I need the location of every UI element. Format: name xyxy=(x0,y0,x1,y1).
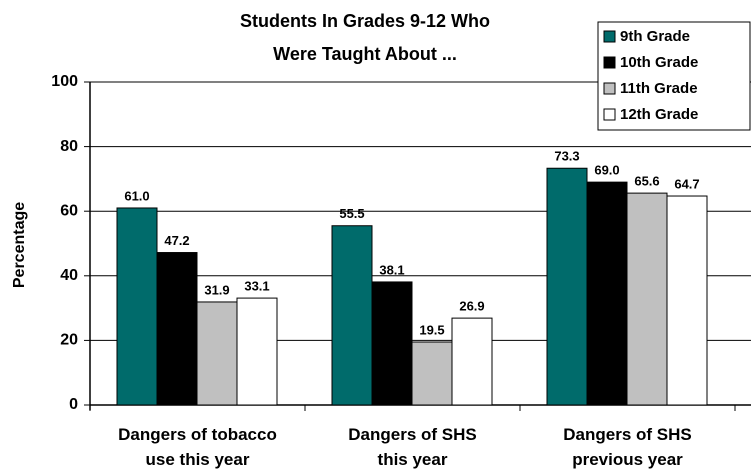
value-label: 73.3 xyxy=(554,149,579,164)
y-axis-label: Percentage xyxy=(11,202,28,288)
value-label: 26.9 xyxy=(459,299,484,314)
bar xyxy=(586,181,628,406)
value-label: 61.0 xyxy=(124,188,149,203)
x-tick-label: Dangers of SHS this year xyxy=(348,425,476,469)
y-tick-label: 40 xyxy=(60,267,78,284)
bar xyxy=(666,195,708,406)
bar xyxy=(371,281,413,406)
x-tick-label: Dangers of tobacco use this year xyxy=(118,425,277,469)
bar xyxy=(451,317,493,406)
legend-swatch xyxy=(603,56,616,69)
value-label: 65.6 xyxy=(634,174,659,189)
value-label: 33.1 xyxy=(244,279,269,294)
bar xyxy=(411,341,453,406)
bar xyxy=(236,297,278,406)
value-label: 47.2 xyxy=(164,233,189,248)
bar xyxy=(116,207,158,406)
y-tick-label: 60 xyxy=(60,202,78,219)
legend-swatch xyxy=(603,30,616,43)
legend-swatch xyxy=(603,82,616,95)
y-tick-label: 20 xyxy=(60,332,78,349)
legend-label: 9th Grade xyxy=(620,28,690,45)
x-tick-label: Dangers of SHS previous year xyxy=(563,425,691,469)
value-label: 38.1 xyxy=(379,262,404,277)
bar xyxy=(331,225,373,406)
legend-label: 11th Grade xyxy=(620,80,698,97)
value-label: 69.0 xyxy=(594,163,619,178)
bar xyxy=(626,192,668,406)
value-label: 19.5 xyxy=(419,322,444,337)
legend-label: 12th Grade xyxy=(620,106,698,123)
legend-box xyxy=(597,21,751,131)
value-label: 64.7 xyxy=(674,176,699,191)
value-label: 55.5 xyxy=(339,206,364,221)
bar xyxy=(156,252,198,406)
bar xyxy=(546,167,588,406)
chart-title: Students In Grades 9-12 Who Were Taught A… xyxy=(240,11,490,64)
y-tick-label: 100 xyxy=(51,73,78,90)
y-tick-label: 80 xyxy=(60,138,78,155)
bar xyxy=(196,301,238,406)
legend-label: 10th Grade xyxy=(620,54,698,71)
value-label: 31.9 xyxy=(204,282,229,297)
legend-swatch xyxy=(603,108,616,121)
y-tick-label: 0 xyxy=(69,396,78,413)
